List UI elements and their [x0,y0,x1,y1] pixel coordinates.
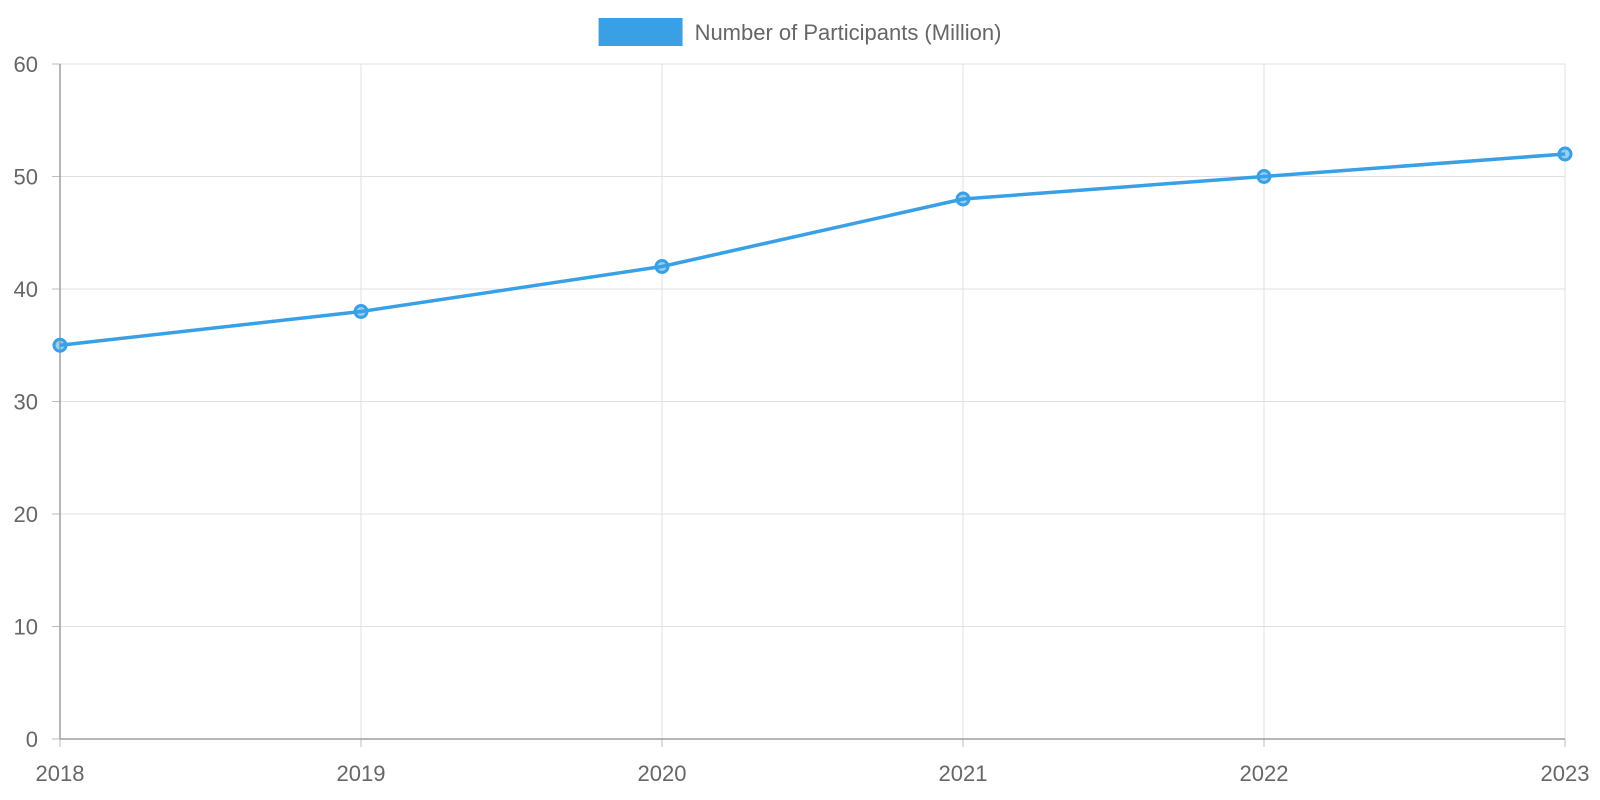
x-tick-label: 2020 [638,761,687,786]
x-tick-label: 2021 [939,761,988,786]
y-tick-label: 30 [14,390,38,415]
data-point[interactable] [353,304,369,319]
x-tick-label: 2019 [337,761,386,786]
x-tick-label: 2022 [1240,761,1289,786]
data-point[interactable] [52,337,68,353]
x-tick-label: 2018 [36,761,85,786]
tick-labels: 0 10 20 30 40 50 60 2018 2019 2020 2021 2022 2023 [14,52,1590,786]
y-tick-label: 60 [14,52,38,77]
x-tick-label: 2023 [1541,761,1590,786]
y-tick-label: 50 [14,165,38,190]
y-tick-label: 10 [14,615,38,640]
legend-label[interactable]: Number of Participants (Million) [695,20,1002,45]
data-point[interactable] [1256,169,1272,184]
data-point[interactable] [654,259,670,274]
grid-lines [60,63,1566,739]
series-layer [52,146,1573,353]
y-tick-label: 20 [14,502,38,527]
legend[interactable]: Number of Participants (Million) [598,18,1002,46]
series-line [59,152,1566,347]
data-point[interactable] [1557,146,1573,162]
y-tick-label: 0 [26,727,38,752]
legend-swatch[interactable] [598,18,683,46]
data-point[interactable] [955,191,971,207]
axes [52,63,1566,747]
y-tick-label: 40 [14,277,38,302]
